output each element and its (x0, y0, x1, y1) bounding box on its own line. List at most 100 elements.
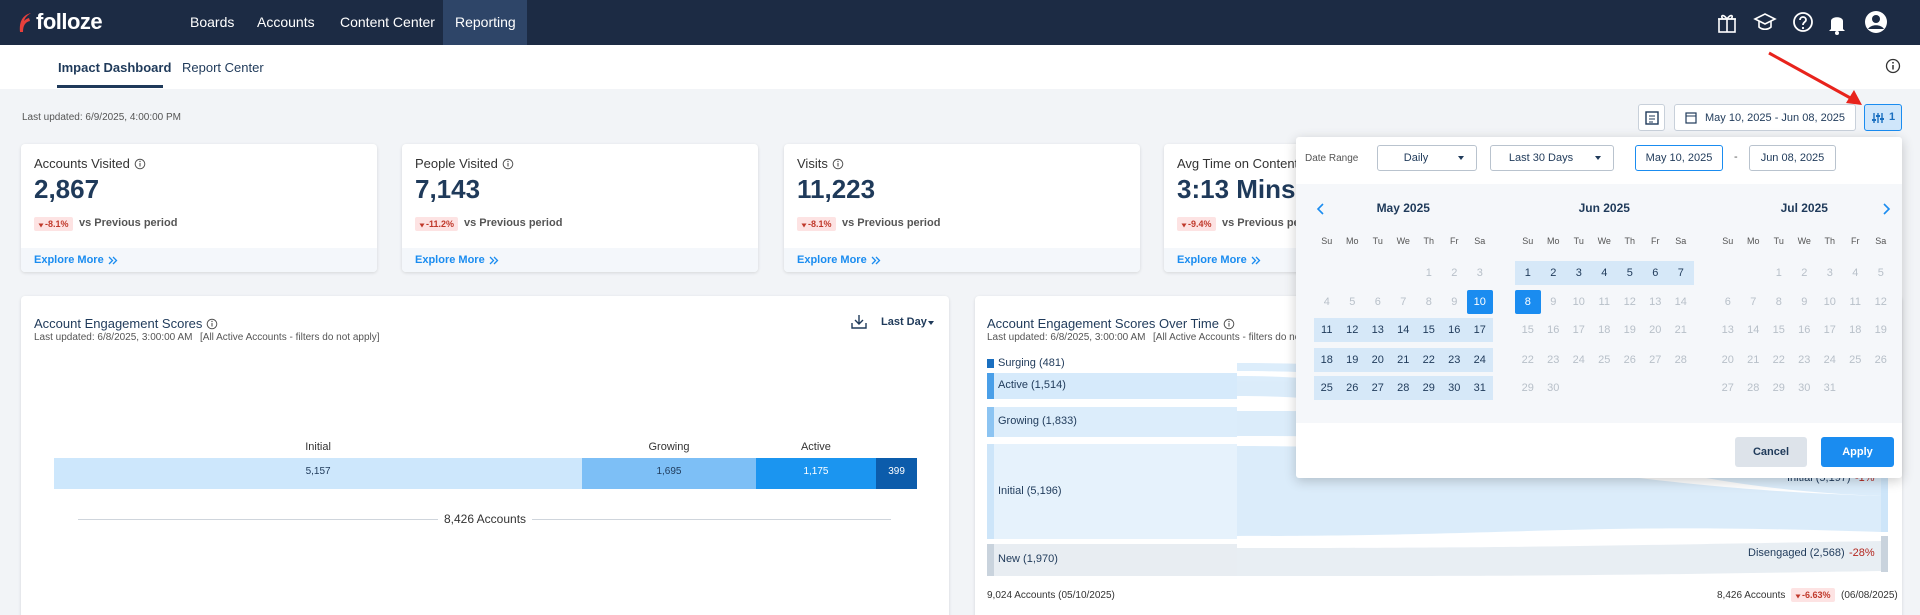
day-cell[interactable]: 12 (1617, 290, 1643, 314)
day-cell[interactable]: 14 (1390, 318, 1416, 342)
day-cell[interactable]: 29 (1416, 376, 1442, 400)
cancel-button[interactable]: Cancel (1735, 437, 1807, 467)
day-cell[interactable]: 5 (1868, 261, 1894, 285)
day-cell[interactable]: 26 (1617, 348, 1643, 372)
day-cell[interactable]: 6 (1715, 290, 1741, 314)
day-cell[interactable]: 26 (1339, 376, 1365, 400)
day-cell[interactable]: 17 (1467, 318, 1493, 342)
period-select[interactable]: Last Day (881, 316, 927, 328)
explore-link[interactable]: Explore More (1177, 254, 1247, 266)
day-cell[interactable]: 12 (1339, 318, 1365, 342)
day-cell[interactable]: 21 (1390, 348, 1416, 372)
day-cell[interactable]: 16 (1541, 318, 1567, 342)
day-cell[interactable]: 6 (1365, 290, 1391, 314)
explore-link[interactable]: Explore More (415, 254, 485, 266)
day-cell[interactable]: 14 (1741, 318, 1767, 342)
day-cell[interactable]: 29 (1766, 376, 1792, 400)
select[interactable]: Last 30 Days (1490, 145, 1614, 171)
logo-text[interactable]: folloze (36, 9, 103, 34)
day-cell[interactable]: 30 (1441, 376, 1467, 400)
explore-link[interactable]: Explore More (34, 254, 104, 266)
day-cell[interactable]: 2 (1792, 261, 1818, 285)
day-cell[interactable]: 31 (1467, 376, 1493, 400)
day-cell[interactable]: 28 (1741, 376, 1767, 400)
day-cell[interactable]: 8 (1515, 290, 1541, 314)
apply-button[interactable]: Apply (1821, 437, 1894, 467)
day-cell[interactable]: 5 (1340, 290, 1366, 314)
day-cell[interactable]: 1 (1515, 261, 1541, 285)
day-cell[interactable]: 17 (1817, 318, 1843, 342)
tab[interactable]: Impact Dashboard (58, 60, 172, 75)
day-cell[interactable]: 30 (1541, 376, 1567, 400)
day-cell[interactable]: 18 (1314, 348, 1340, 372)
day-cell[interactable]: 27 (1715, 376, 1741, 400)
report-button[interactable] (1638, 104, 1665, 131)
day-cell[interactable]: 15 (1766, 318, 1792, 342)
day-cell[interactable]: 7 (1391, 290, 1417, 314)
day-cell[interactable]: 27 (1365, 376, 1391, 400)
day-cell[interactable]: 16 (1792, 318, 1818, 342)
day-cell[interactable]: 27 (1643, 348, 1669, 372)
day-cell[interactable]: 31 (1817, 376, 1843, 400)
day-cell[interactable]: 11 (1592, 290, 1618, 314)
day-cell[interactable]: 5 (1617, 261, 1643, 285)
filter-button[interactable]: 1 (1864, 104, 1902, 131)
day-cell[interactable]: 1 (1766, 261, 1792, 285)
day-cell[interactable]: 20 (1715, 348, 1741, 372)
day-cell[interactable]: 24 (1566, 348, 1592, 372)
day-cell[interactable]: 29 (1515, 376, 1541, 400)
day-cell[interactable]: 9 (1792, 290, 1818, 314)
day-cell[interactable]: 3 (1817, 261, 1843, 285)
day-cell[interactable]: 12 (1868, 290, 1894, 314)
nav-item[interactable]: Reporting (455, 14, 516, 30)
day-cell[interactable]: 23 (1792, 348, 1818, 372)
day-cell[interactable]: 7 (1668, 261, 1694, 285)
day-cell[interactable]: 2 (1442, 261, 1468, 285)
day-cell[interactable]: 22 (1515, 348, 1541, 372)
day-cell[interactable]: 4 (1314, 290, 1340, 314)
day-cell[interactable]: 15 (1416, 318, 1442, 342)
day-cell[interactable]: 15 (1515, 318, 1541, 342)
help-icon[interactable] (1793, 12, 1813, 32)
learn-icon[interactable] (1753, 13, 1777, 31)
explore-link[interactable]: Explore More (797, 254, 867, 266)
day-cell[interactable]: 11 (1314, 318, 1340, 342)
day-cell[interactable]: 7 (1741, 290, 1767, 314)
day-cell[interactable]: 25 (1314, 376, 1340, 400)
day-cell[interactable]: 10 (1467, 290, 1493, 314)
day-cell[interactable]: 21 (1741, 348, 1767, 372)
day-cell[interactable]: 8 (1766, 290, 1792, 314)
day-cell[interactable]: 16 (1441, 318, 1467, 342)
day-cell[interactable]: 13 (1643, 290, 1669, 314)
day-cell[interactable]: 22 (1766, 348, 1792, 372)
day-cell[interactable]: 21 (1668, 318, 1694, 342)
day-cell[interactable]: 18 (1843, 318, 1869, 342)
day-cell[interactable]: 23 (1441, 348, 1467, 372)
day-cell[interactable]: 3 (1467, 261, 1493, 285)
date-input[interactable]: May 10, 2025 (1635, 145, 1723, 171)
day-cell[interactable]: 1 (1416, 261, 1442, 285)
day-cell[interactable]: 19 (1339, 348, 1365, 372)
day-cell[interactable]: 13 (1715, 318, 1741, 342)
day-cell[interactable]: 14 (1668, 290, 1694, 314)
date-input[interactable]: Jun 08, 2025 (1749, 145, 1836, 171)
gift-icon[interactable] (1718, 14, 1736, 33)
day-cell[interactable]: 24 (1817, 348, 1843, 372)
day-cell[interactable]: 13 (1365, 318, 1391, 342)
date-button[interactable]: May 10, 2025 - Jun 08, 2025 (1674, 104, 1856, 131)
day-cell[interactable]: 19 (1617, 318, 1643, 342)
day-cell[interactable]: 10 (1817, 290, 1843, 314)
info-icon[interactable] (1885, 58, 1901, 74)
day-cell[interactable]: 28 (1668, 348, 1694, 372)
nav-item[interactable]: Boards (190, 14, 235, 30)
day-cell[interactable]: 17 (1566, 318, 1592, 342)
day-cell[interactable]: 18 (1592, 318, 1618, 342)
day-cell[interactable]: 10 (1566, 290, 1592, 314)
day-cell[interactable]: 25 (1592, 348, 1618, 372)
day-cell[interactable]: 2 (1540, 261, 1566, 285)
nav-item[interactable]: Content Center (340, 14, 435, 30)
day-cell[interactable]: 19 (1868, 318, 1894, 342)
day-cell[interactable]: 25 (1843, 348, 1869, 372)
day-cell[interactable]: 4 (1591, 261, 1617, 285)
day-cell[interactable]: 26 (1868, 348, 1894, 372)
